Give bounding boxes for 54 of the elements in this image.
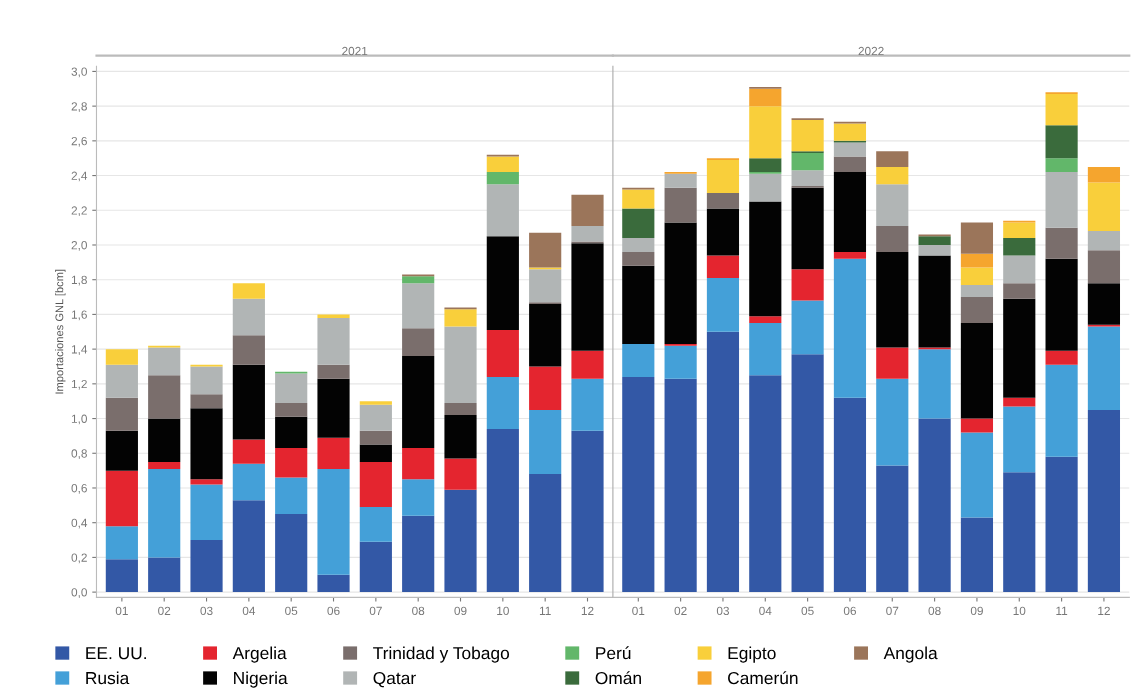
x-tick-label: 08: [928, 606, 941, 616]
y-tick-label: 0,0: [71, 588, 87, 598]
x-tick-label: 12: [581, 606, 594, 615]
y-tick-label: 0,6: [71, 484, 87, 494]
x-tick-label: 01: [115, 606, 128, 616]
x-tick-label: 04: [242, 606, 256, 616]
y-tick-label: 0,8: [71, 449, 87, 460]
y-tick-label: 1,4: [71, 345, 88, 355]
x-tick-label: 06: [843, 606, 856, 616]
legend-label: Qatar: [373, 671, 416, 688]
x-tick-label: 05: [285, 606, 298, 616]
y-tick-label: 2,6: [71, 136, 87, 147]
x-tick-label: 10: [1013, 606, 1026, 616]
x-tick-label: 09: [970, 606, 983, 616]
y-tick-label: 3,0: [71, 67, 87, 78]
legend-label: Omán: [595, 671, 641, 685]
legend-label: Camerún: [728, 671, 798, 685]
x-tick-label: 01: [632, 606, 645, 616]
chart-title: 2021: [342, 46, 368, 56]
x-tick-label: 09: [454, 606, 467, 616]
x-tick-label: 02: [158, 606, 171, 616]
legend-label: Rusia: [86, 671, 130, 685]
x-tick-label: 07: [886, 606, 899, 616]
y-tick-label: 2,8: [71, 102, 87, 112]
x-tick-label: 05: [801, 606, 814, 616]
y-tick-label: 2,2: [71, 206, 87, 217]
x-tick-label: 11: [539, 606, 551, 615]
x-tick-label: 08: [412, 606, 425, 616]
legend-label: Egipto: [728, 646, 776, 663]
legend-label: Angola: [883, 646, 938, 663]
y-tick-label: 1,2: [71, 379, 87, 390]
y-axis-title: Importaciones GNL [bcm]: [55, 269, 66, 394]
y-tick-label: 1,6: [71, 310, 87, 321]
y-tick-label: 2,0: [71, 241, 87, 251]
legend-label: Nigeria: [234, 671, 288, 688]
legend-label: Argelia: [232, 646, 287, 663]
y-tick-label: 0,4: [71, 518, 88, 529]
x-tick-label: 12: [1098, 606, 1110, 615]
x-tick-label: 10: [497, 606, 509, 616]
x-tick-label: 07: [369, 606, 382, 616]
y-tick-label: 0,2: [71, 553, 87, 564]
y-tick-label: 2,4: [71, 171, 88, 182]
legend-label: Perú: [596, 646, 631, 660]
x-tick-label: 11: [1056, 606, 1068, 615]
y-tick-label: 1,8: [71, 275, 87, 286]
chart-title: 2022: [858, 46, 884, 56]
x-tick-label: 04: [759, 606, 772, 616]
x-tick-label: 03: [200, 606, 213, 616]
x-tick-label: 03: [716, 606, 730, 616]
x-tick-label: 02: [674, 606, 687, 616]
y-tick-label: 1,0: [71, 414, 87, 425]
legend-label: Trinidad y Tobago: [373, 646, 510, 663]
legend-label: EE. UU.: [86, 647, 146, 660]
x-tick-label: 06: [327, 606, 340, 616]
